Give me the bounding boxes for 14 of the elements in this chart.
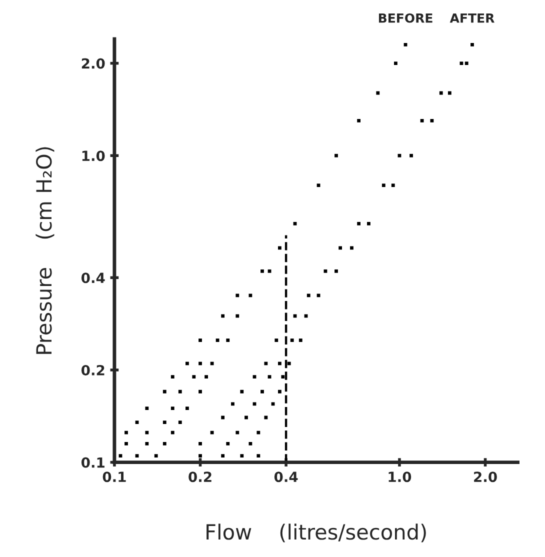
- x-tick-label: 0.2: [188, 472, 212, 482]
- y-tick-label: 0.2: [81, 364, 104, 376]
- series-label: AFTER: [450, 14, 494, 23]
- x-axis-title: Flow (litres/second): [206, 524, 426, 542]
- y-tick-label: 0.4: [81, 272, 105, 284]
- y-tick-label: 0.1: [81, 457, 104, 468]
- x-tick-label: 0.1: [102, 472, 126, 482]
- x-tick-label: 2.0: [474, 472, 497, 482]
- series-label: BEFORE: [378, 13, 432, 23]
- y-tick-label: 1.0: [82, 150, 105, 162]
- x-tick-label: 1.0: [388, 472, 412, 482]
- y-tick-label: 2.0: [82, 58, 105, 69]
- y-axis-title: Pressure (cm H₂O): [36, 147, 54, 354]
- x-tick-label: 0.4: [274, 472, 298, 482]
